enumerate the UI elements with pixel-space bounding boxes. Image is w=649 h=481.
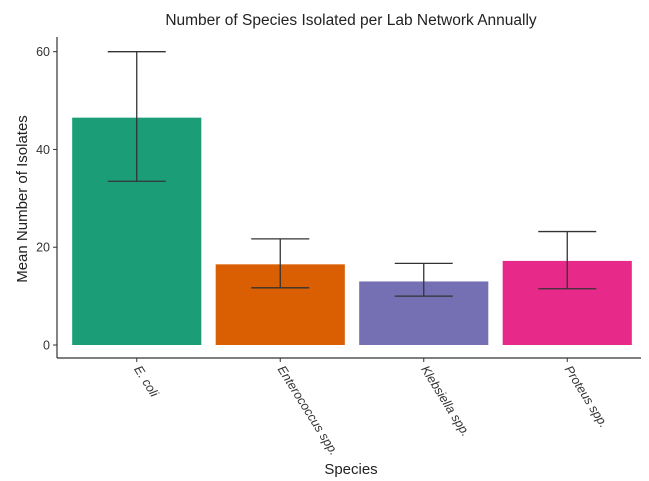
x-axis-tick-labels: E. coli Enterococcus spp. Klebsiella spp. P… — [131, 358, 611, 458]
x-axis-title: Species — [324, 461, 377, 478]
y-axis-ticks: 0 20 40 60 — [36, 45, 57, 353]
y-tick-label: 60 — [36, 45, 50, 59]
y-tick-label: 20 — [36, 241, 50, 255]
error-bars-group — [107, 51, 597, 297]
chart-title: Number of Species Isolated per Lab Netwo… — [165, 12, 537, 29]
y-tick-label: 0 — [43, 339, 50, 353]
x-tick-label: Klebsiella spp. — [418, 363, 473, 439]
y-tick-label: 40 — [36, 143, 50, 157]
y-axis-title: Mean Number of Isolates — [14, 115, 31, 283]
x-tick-label: Proteus spp. — [562, 363, 611, 430]
x-tick-label: Enterococcus spp. — [275, 363, 341, 458]
x-tick-label: E. coli — [131, 363, 162, 400]
